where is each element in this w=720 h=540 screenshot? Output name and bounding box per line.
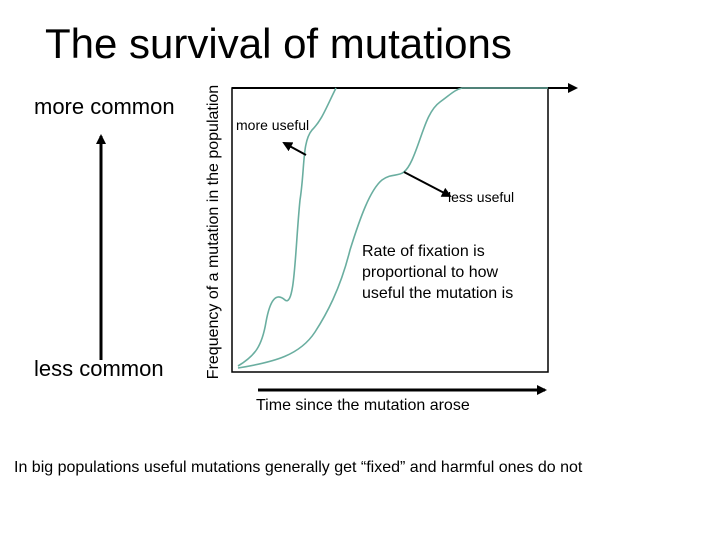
less-useful-label: less useful — [448, 189, 514, 205]
footer: In big populations useful mutations gene… — [14, 459, 583, 476]
slow-curve — [237, 87, 548, 369]
scale-top-label: more common — [34, 94, 175, 119]
less-useful-arrow — [403, 171, 452, 197]
fast-curve — [237, 87, 337, 367]
y-axis-label: Frequency of a mutation in the populatio… — [205, 85, 222, 379]
title: The survival of mutations — [45, 20, 512, 67]
more-useful-arrow — [282, 142, 307, 156]
more-useful-label: more useful — [236, 117, 309, 133]
scale-bottom-label: less common — [34, 356, 164, 381]
rate-note-line: Rate of fixation is — [362, 243, 485, 260]
rate-note-line: useful the mutation is — [362, 285, 513, 302]
x-axis-label: Time since the mutation arose — [256, 397, 470, 414]
rate-note-line: proportional to how — [362, 264, 499, 281]
